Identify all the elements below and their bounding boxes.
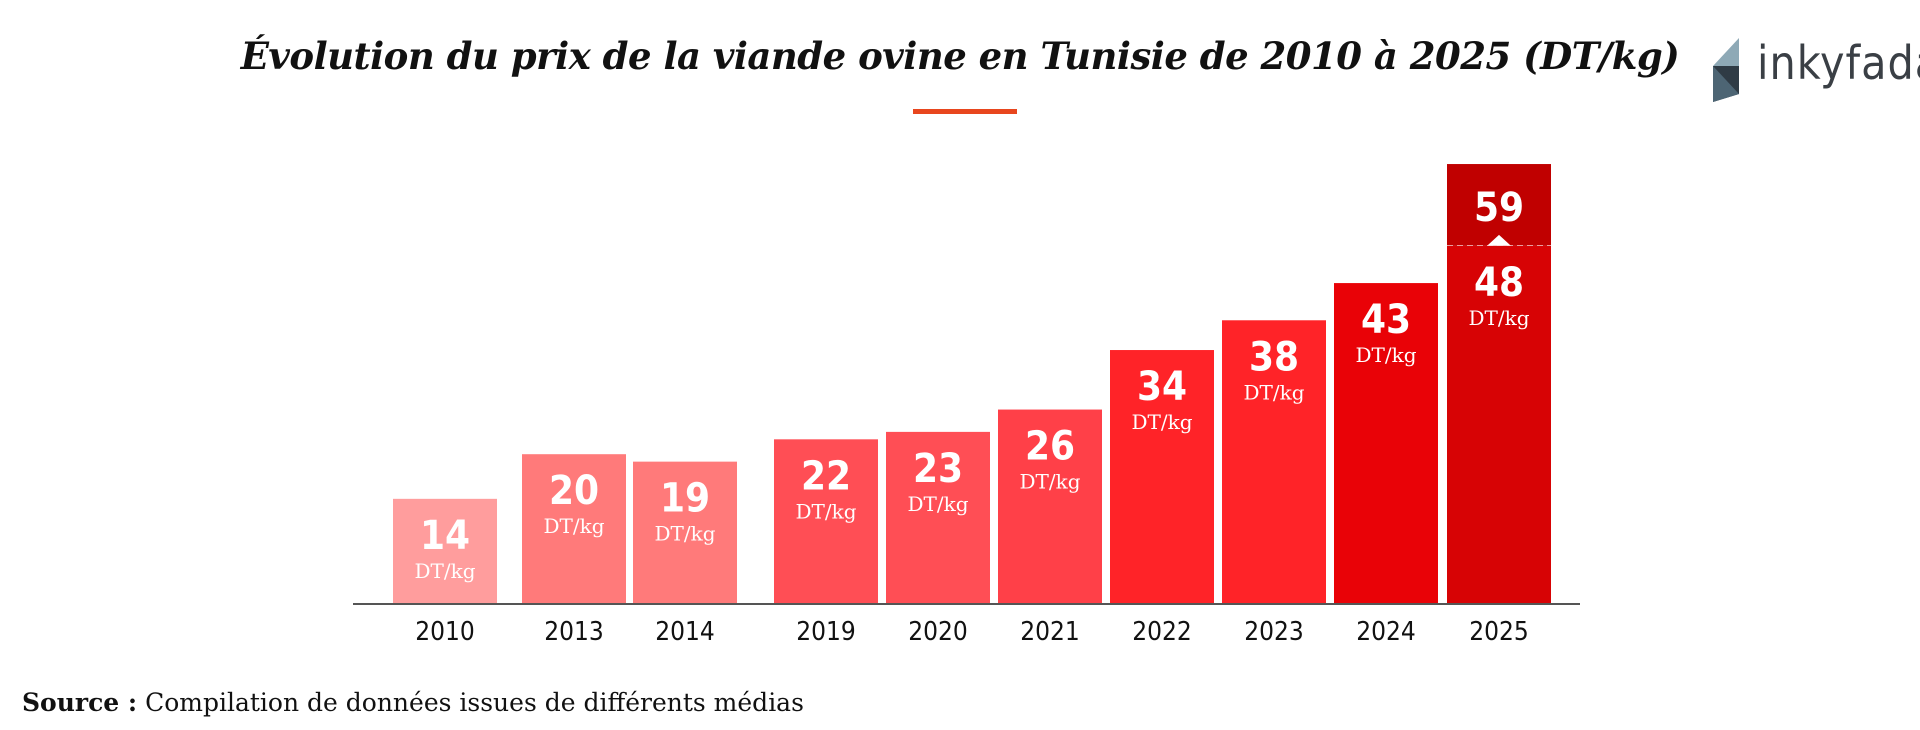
bar-2023: [1222, 320, 1326, 603]
bar-2013: [522, 454, 626, 603]
bar-value-label: 20: [549, 468, 599, 514]
increase-arrow-icon: [1487, 234, 1511, 246]
x-tick-label-2022: 2022: [1132, 617, 1192, 647]
bar-unit-label: DT/kg: [1019, 470, 1080, 494]
x-tick-label-2024: 2024: [1356, 617, 1416, 647]
x-tick-label-2014: 2014: [655, 617, 715, 647]
bar-value-label: 14: [420, 513, 470, 559]
bar-unit-label: DT/kg: [795, 499, 856, 523]
inkyfada-logo-icon: [1713, 38, 1739, 102]
source-label: Source :: [22, 688, 138, 717]
bar-value-label: 26: [1025, 424, 1075, 470]
title-underline: [913, 109, 1017, 114]
bar-value-label: 48: [1474, 260, 1524, 306]
x-tick-label-2023: 2023: [1244, 617, 1304, 647]
bar-value-label: 22: [801, 453, 851, 499]
bar-unit-label: DT/kg: [654, 522, 715, 546]
bar-extension-value-label: 59: [1474, 185, 1524, 231]
x-tick-label-2025: 2025: [1469, 617, 1529, 647]
bar-2021: [998, 409, 1102, 603]
bar-2010: [393, 498, 497, 603]
inkyfada-logo: inkyfada: [1713, 30, 1920, 110]
x-tick-label-2021: 2021: [1020, 617, 1080, 647]
bar-value-label: 34: [1137, 364, 1187, 410]
source-note: Source : Compilation de données issues d…: [22, 688, 804, 717]
bar-value-label: 38: [1249, 334, 1299, 380]
bar-2014: [633, 461, 737, 603]
x-tick-label-2013: 2013: [544, 617, 604, 647]
chart-title: Évolution du prix de la viande ovine en …: [240, 34, 1680, 78]
x-tick-label-2010: 2010: [415, 617, 475, 647]
bar-unit-label: DT/kg: [1355, 343, 1416, 367]
bar-value-label: 43: [1361, 297, 1411, 343]
bar-2024: [1334, 283, 1438, 603]
bar-unit-label: DT/kg: [1243, 380, 1304, 404]
logo-text: inkyfada: [1757, 36, 1920, 90]
bar-unit-label: DT/kg: [543, 514, 604, 538]
source-text: Compilation de données issues de différe…: [145, 688, 804, 717]
x-tick-label-2019: 2019: [796, 617, 856, 647]
bar-chart: 14DT/kg201020DT/kg201319DT/kg201422DT/kg…: [353, 164, 1580, 647]
bar-unit-label: DT/kg: [1131, 410, 1192, 434]
bar-unit-label: DT/kg: [907, 492, 968, 516]
bar-value-label: 19: [660, 476, 710, 522]
bar-2022: [1110, 350, 1214, 603]
bar-extension-2025: [1447, 164, 1551, 246]
bar-2019: [774, 439, 878, 603]
bar-2025: [1447, 245, 1551, 603]
bar-unit-label: DT/kg: [1468, 306, 1529, 330]
x-tick-label-2020: 2020: [908, 617, 968, 647]
bar-2020: [886, 431, 990, 603]
bar-value-label: 23: [913, 446, 963, 492]
bar-unit-label: DT/kg: [414, 559, 475, 583]
